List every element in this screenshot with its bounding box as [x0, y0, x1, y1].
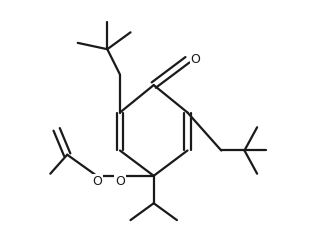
Text: O: O: [115, 175, 125, 188]
Text: O: O: [92, 175, 102, 188]
Text: O: O: [191, 53, 201, 66]
